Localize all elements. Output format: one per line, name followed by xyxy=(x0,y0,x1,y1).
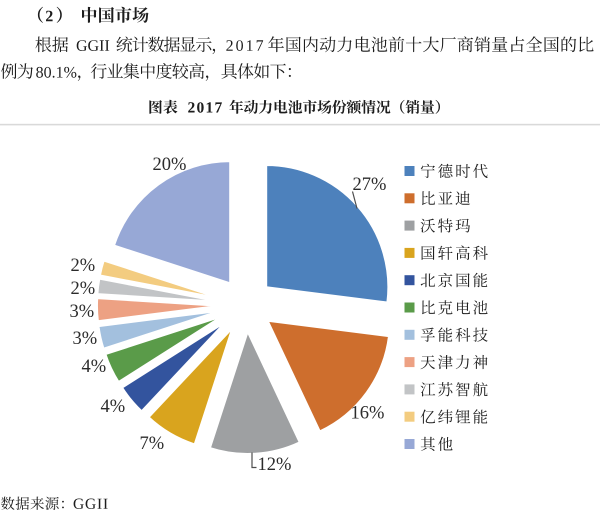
svg-text:2%: 2% xyxy=(71,279,96,299)
svg-text:3%: 3% xyxy=(70,302,95,322)
svg-text:2%: 2% xyxy=(71,256,96,276)
svg-text:27%: 27% xyxy=(353,175,387,195)
svg-text:4%: 4% xyxy=(82,357,107,377)
svg-text:12%: 12% xyxy=(258,455,292,475)
svg-text:16%: 16% xyxy=(351,404,385,424)
svg-text:3%: 3% xyxy=(73,329,98,349)
svg-text:4%: 4% xyxy=(101,397,126,417)
svg-text:20%: 20% xyxy=(153,155,187,175)
svg-text:7%: 7% xyxy=(140,434,165,454)
